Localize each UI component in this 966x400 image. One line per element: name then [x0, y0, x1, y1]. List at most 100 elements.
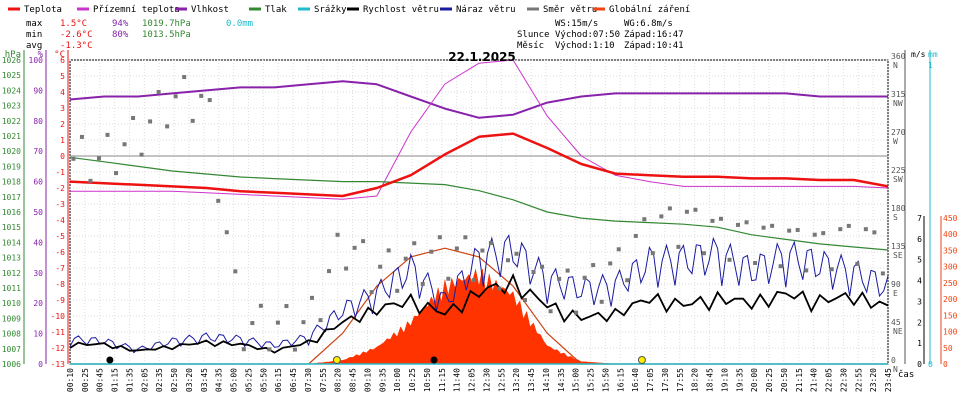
- x-tick-label: 10:50: [423, 368, 432, 392]
- hpa-tick: 1023: [2, 102, 21, 111]
- legend-label: Tlak: [265, 5, 287, 15]
- wind-direction-point: [471, 278, 476, 283]
- pct-tick: 70: [33, 147, 43, 156]
- wind-direction-point: [787, 228, 792, 233]
- wind-direction-point: [114, 171, 119, 176]
- stat-min-press: 1013.5hPa: [142, 30, 191, 40]
- rain-tick: 1: [928, 61, 933, 70]
- wind-direction-point: [182, 75, 187, 80]
- celsius-tick: 3: [60, 104, 65, 113]
- legend-label: Směr větru: [543, 5, 597, 15]
- x-tick-label: 01:15: [111, 368, 120, 392]
- wind-direction-point: [292, 347, 297, 352]
- wind-direction-point: [344, 266, 349, 271]
- wind-dir-tick-label: S: [893, 213, 898, 222]
- wind-direction-point: [105, 132, 110, 137]
- x-tick-label: 23:45: [884, 368, 893, 392]
- wind-direction-point: [778, 264, 783, 269]
- wind-direction-point: [761, 225, 766, 230]
- stat-min-label: min: [26, 30, 42, 40]
- wind-direction-point: [582, 275, 587, 280]
- wind-direction-point: [463, 235, 468, 240]
- x-tick-label: 18:45: [706, 368, 715, 392]
- hpa-tick: 1020: [2, 147, 21, 156]
- wind-direction-point: [667, 206, 672, 211]
- moon-set: Západ:10:41: [624, 41, 684, 51]
- wind-dir-tick: 180: [891, 204, 906, 213]
- wind-direction-point: [241, 347, 246, 352]
- hpa-tick: 1022: [2, 117, 21, 126]
- wind-direction-point: [608, 261, 613, 266]
- wind-dir-tick: 225: [891, 166, 906, 175]
- x-tick-label: 05:25: [244, 368, 253, 392]
- celsius-tick: 6: [60, 56, 65, 65]
- wind-dir-tick: 0: [891, 356, 896, 365]
- wind-speed-tick: 5: [917, 256, 922, 265]
- wind-direction-point: [616, 247, 621, 252]
- wind-direction-point: [275, 320, 280, 325]
- wind-direction-point: [676, 244, 681, 249]
- pct-tick: 80: [33, 117, 43, 126]
- x-tick-label: 16:40: [631, 368, 640, 392]
- wind-direction-point: [540, 264, 545, 269]
- wind-direction-point: [412, 241, 417, 246]
- hpa-tick: 1014: [2, 238, 21, 247]
- wind-direction-point: [148, 119, 153, 124]
- x-tick-label: 02:50: [170, 368, 179, 392]
- wind-direction-point: [795, 227, 800, 232]
- x-tick-label: 10:00: [393, 368, 402, 392]
- hpa-axis-label: hPa: [5, 50, 21, 60]
- stat-max-press: 1019.7hPa: [142, 19, 191, 29]
- wind-direction-point: [574, 310, 579, 315]
- stat-max-temp: 1.5°C: [60, 19, 87, 29]
- celsius-tick: -4: [55, 216, 65, 225]
- wind-speed-tick: 1: [917, 339, 922, 348]
- wind-dir-tick-label: N: [893, 365, 898, 374]
- x-tick-label: 18:20: [691, 368, 700, 392]
- wind-direction-point: [812, 232, 817, 237]
- hpa-tick: 1013: [2, 254, 21, 263]
- hpa-tick: 1012: [2, 269, 21, 278]
- hpa-tick: 1017: [2, 193, 21, 202]
- x-tick-label: 01:35: [125, 368, 134, 392]
- wind-dir-axis-label: m/s: [911, 50, 926, 59]
- wind-dir-tick-label: W: [893, 137, 898, 146]
- pct-tick: 30: [33, 269, 43, 278]
- x-tick-label: 05:50: [259, 368, 268, 392]
- wind-direction-point: [710, 218, 715, 223]
- hpa-tick: 1021: [2, 132, 21, 141]
- wind-speed-tick: 2: [917, 318, 922, 327]
- x-tick-label: 14:35: [557, 368, 566, 392]
- wind-direction-point: [96, 156, 101, 161]
- radiation-tick: 0: [943, 360, 948, 369]
- wind-speed-tick: 4: [917, 277, 922, 286]
- x-tick-label: 06:15: [274, 368, 283, 392]
- x-tick-label: 09:10: [363, 368, 372, 392]
- sun-label: Slunce: [517, 30, 550, 40]
- wind-dir-tick-label: N: [893, 61, 898, 70]
- pct-tick: 100: [29, 56, 44, 65]
- wind-direction-point: [557, 276, 562, 281]
- x-tick-label: 02:05: [140, 368, 149, 392]
- hpa-tick: 1016: [2, 208, 21, 217]
- wind-direction-point: [753, 261, 758, 266]
- x-tick-label: 20:25: [765, 368, 774, 392]
- hpa-tick: 1024: [2, 86, 21, 95]
- wind-direction-point: [488, 240, 493, 245]
- wind-direction-point: [855, 261, 860, 266]
- x-tick-label: 11:15: [438, 368, 447, 392]
- x-tick-label: 21:40: [810, 368, 819, 392]
- x-tick-label: 20:00: [750, 368, 759, 392]
- wind-direction-point: [79, 134, 84, 139]
- hpa-tick: 1011: [2, 284, 21, 293]
- celsius-tick: -2: [55, 184, 65, 193]
- wind-direction-point: [804, 268, 809, 273]
- wind-direction-point: [642, 217, 647, 222]
- wind-direction-point: [122, 142, 127, 147]
- x-tick-label: 15:00: [572, 368, 581, 392]
- x-tick-label: 23:20: [869, 368, 878, 392]
- x-tick-label: 03:20: [185, 368, 194, 392]
- celsius-tick: -10: [51, 312, 66, 321]
- x-tick-label: 21:15: [795, 368, 804, 392]
